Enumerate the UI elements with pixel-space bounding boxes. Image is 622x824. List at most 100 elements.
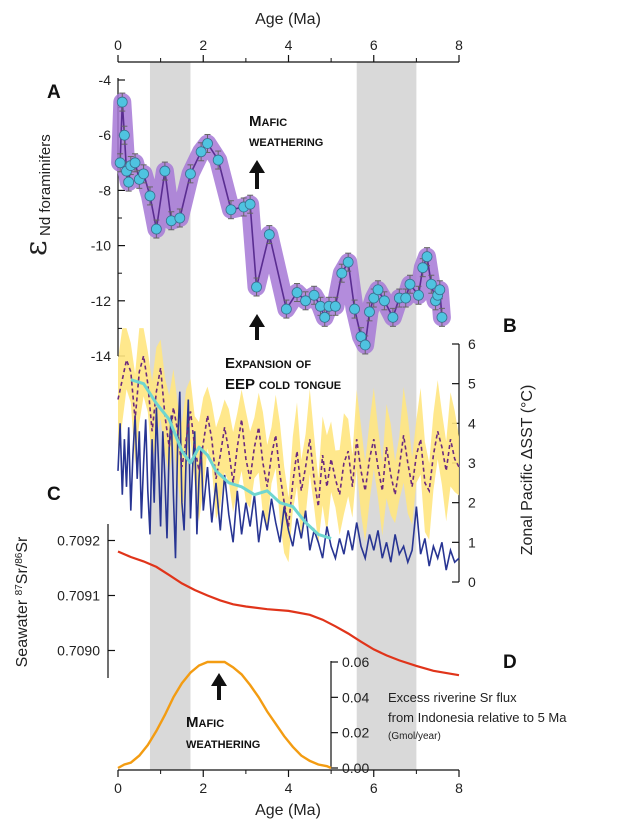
arrow-up-icon (249, 160, 265, 189)
panel-a-data-point (336, 267, 348, 279)
panel-a-data-point (404, 278, 416, 290)
panel-a-data-point (329, 300, 341, 312)
panel-a-data-point (319, 311, 331, 323)
panel-d-series-line (117, 660, 332, 770)
mafic-bottom-line1: Mafic (186, 714, 224, 731)
bottom-tick-label: 0 (114, 780, 122, 796)
panel-b-ylabel: Zonal Pacific ΔSST (°C) (519, 385, 536, 556)
mafic-top-line1: Mafic (249, 113, 287, 130)
panel-a: -4 -6 -8 -10 -12 -14 A ε Nd foraminifers (19, 72, 451, 364)
top-tick-label: 4 (285, 37, 293, 53)
panel-a-tick-label: -6 (99, 127, 112, 143)
panel-d-letter: D (503, 652, 517, 673)
panel-a-data-point (291, 287, 303, 298)
panel-b-tick-label: 2 (468, 495, 476, 511)
bottom-tick-label: 8 (455, 780, 463, 796)
top-tick-label: 0 (114, 37, 122, 53)
panel-a-data-point (308, 289, 320, 301)
bottom-tick-label: 4 (285, 780, 293, 796)
panel-a-data-point (372, 284, 384, 296)
panel-a-data-point (251, 281, 262, 293)
panel-a-data-point (116, 96, 128, 108)
flux-note-line2: from Indonesia relative to 5 Ma (388, 710, 567, 725)
top-tick-label: 8 (455, 37, 463, 53)
bottom-tick-label: 2 (199, 780, 207, 796)
panel-a-data-point (138, 168, 149, 180)
panel-b-tick-label: 4 (468, 415, 476, 431)
panel-d-tick-label: 0.04 (342, 689, 369, 705)
bottom-axis: 0 2 4 6 8 Age (Ma) (114, 769, 463, 819)
flux-note-line3: (Gmol/year) (388, 731, 441, 742)
panel-c-tick-label: 0.7091 (57, 588, 100, 604)
panel-d-tick-label: 0.06 (342, 654, 369, 670)
panel-a-data-point (417, 262, 429, 274)
arrow-up-icon (211, 673, 227, 700)
panel-a-data-point (144, 190, 156, 202)
panel-b-tick-label: 6 (468, 336, 476, 352)
panel-a-ylabel-symbol: ε (19, 240, 54, 256)
panel-a-data-point (244, 198, 256, 210)
panel-a-data-point (212, 154, 224, 166)
panel-c-tick-label: 0.7092 (57, 533, 100, 549)
panel-b-cyan-series (130, 378, 332, 540)
panel-a-tick-label: -8 (99, 182, 112, 198)
panel-a-data-point (129, 157, 141, 169)
panel-a-data-point (349, 303, 360, 315)
panel-c-ylabel: Seawater 87Sr/86Sr (14, 536, 32, 667)
panel-a-data-point (425, 278, 437, 290)
mafic-bottom-line2: weathering (186, 735, 260, 752)
panel-a-data-point (280, 303, 292, 315)
expansion-line2: EEP cold tongue (225, 376, 341, 393)
panel-a-data-point (342, 256, 354, 268)
expansion-annotation: Expansion of EEP cold tongue (225, 314, 341, 393)
panel-a-data-point (359, 339, 371, 351)
mafic-top-annotation: Mafic weathering (249, 113, 323, 189)
top-axis-title: Age (Ma) (255, 11, 321, 28)
panel-a-data-point (195, 146, 207, 158)
panel-c-tick-label: 0.7090 (57, 643, 100, 659)
panel-a-data-point (421, 251, 433, 263)
bottom-tick-label: 6 (370, 780, 378, 796)
panel-a-data-point (202, 138, 213, 149)
panel-a-tick-label: -4 (99, 72, 112, 88)
panel-a-data-point (114, 157, 126, 169)
panel-b-blue-series (117, 391, 460, 571)
panel-a-data-point (174, 212, 186, 224)
panel-a-tick-label: -12 (91, 293, 111, 309)
panel-c: 0.7090 0.7091 0.7092 C Seawater 87Sr/86Sr (14, 484, 460, 678)
panel-d-tick-label: 0.00 (342, 760, 369, 776)
panel-a-ylabel-sub: Nd foraminifers (37, 134, 54, 236)
panel-a-data-point (436, 311, 448, 323)
expansion-line1: Expansion of (225, 355, 311, 372)
bottom-axis-title: Age (Ma) (255, 802, 321, 819)
panel-a-data-point (150, 223, 162, 235)
panel-c-letter: C (47, 484, 61, 505)
panel-a-letter: A (47, 82, 61, 103)
panel-a-tick-label: -14 (91, 348, 111, 364)
panel-a-data-point (118, 129, 130, 141)
panel-b-tick-label: 3 (468, 455, 476, 471)
arrow-up-icon (249, 314, 265, 340)
mafic-bottom-annotation: Mafic weathering (186, 673, 260, 752)
panel-a-data-point (434, 284, 446, 296)
panel-b-dashed-series (117, 355, 460, 527)
panel-a-data-point (413, 289, 424, 301)
top-tick-label: 6 (370, 37, 378, 53)
panel-b: 0 1 2 3 4 5 6 B Zonal Pacific ΔSST (°C) (117, 316, 536, 590)
panel-c-series-line (117, 550, 460, 677)
panel-a-data-point (379, 295, 390, 307)
top-axis: 0 2 4 6 8 Age (Ma) (114, 11, 463, 63)
panel-a-tick-label: -10 (91, 238, 111, 254)
panel-a-data-point (123, 176, 135, 188)
panel-d: 0.00 0.02 0.04 0.06 D Excess riverine Sr fl… (117, 652, 567, 776)
flux-note-line1: Excess riverine Sr flux (388, 690, 517, 705)
mafic-top-line2: weathering (249, 133, 323, 150)
top-tick-label: 2 (199, 37, 207, 53)
panel-a-data-point (387, 311, 399, 323)
panel-a-data-point (185, 168, 196, 180)
panel-b-tick-label: 5 (468, 376, 476, 392)
panel-a-data-point (225, 204, 237, 216)
panel-a-data-point (159, 165, 171, 177)
panel-a-data-point (400, 292, 412, 304)
